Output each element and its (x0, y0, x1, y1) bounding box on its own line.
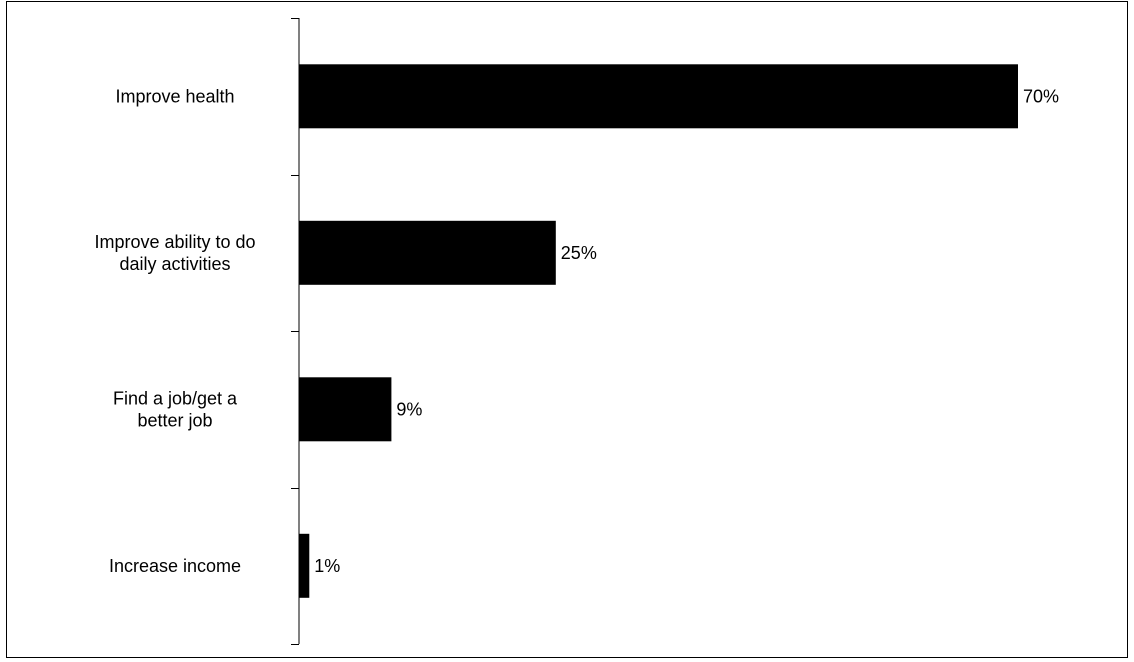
category-label: Improve ability to do daily activities (94, 232, 255, 274)
bar (299, 220, 556, 285)
bars-layer (299, 64, 1018, 598)
category-label: Improve health (115, 86, 234, 106)
data-label: 25% (561, 243, 597, 263)
bar (299, 377, 392, 442)
category-label-line: Find a job/get a (113, 388, 238, 408)
bar (299, 533, 310, 598)
data-label: 1% (314, 556, 340, 576)
category-label-line: Improve health (115, 86, 234, 106)
category-label: Increase income (109, 556, 241, 576)
category-label-line: Increase income (109, 556, 241, 576)
data-label: 9% (396, 399, 422, 419)
category-label: Find a job/get a better job (113, 388, 238, 430)
bar (299, 64, 1018, 129)
category-label-line: better job (137, 410, 212, 430)
category-label-line: daily activities (119, 254, 230, 274)
category-label-line: Improve ability to do (94, 232, 255, 252)
labels-layer: 70% Improve health 25% Improve ability to d… (94, 86, 1059, 576)
axis-layer (291, 18, 300, 645)
data-label: 70% (1023, 86, 1059, 106)
